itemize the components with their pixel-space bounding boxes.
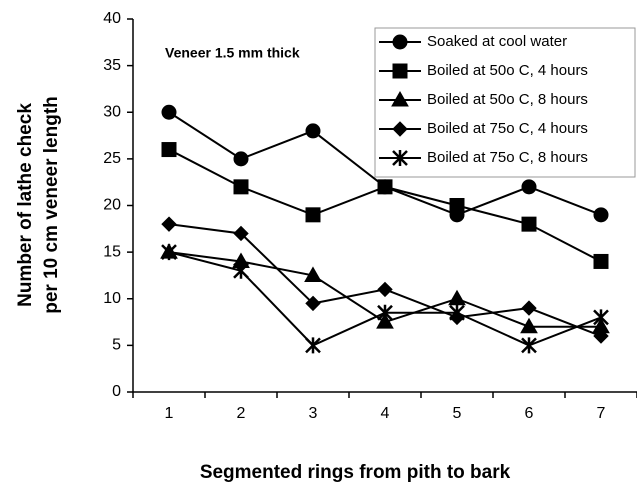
x-axis-label: Segmented rings from pith to bark — [200, 462, 511, 483]
y-tick-label: 35 — [103, 57, 121, 74]
legend-item: Soaked at cool water — [379, 33, 567, 50]
legend-label: Boiled at 75o C, 8 hours — [427, 149, 588, 166]
legend-label: Boiled at 75o C, 4 hours — [427, 120, 588, 137]
marker — [161, 244, 177, 261]
y-tick-label: 40 — [103, 10, 121, 27]
marker — [161, 104, 177, 120]
y-tick-label: 25 — [103, 150, 121, 167]
marker — [593, 207, 609, 223]
marker — [161, 216, 177, 232]
marker — [161, 142, 177, 158]
x-tick-label: 4 — [381, 405, 390, 422]
marker — [521, 216, 537, 232]
legend-item: Boiled at 75o C, 8 hours — [379, 149, 588, 166]
marker — [377, 179, 393, 195]
marker — [377, 281, 393, 298]
marker — [392, 121, 408, 137]
marker — [233, 151, 249, 167]
y-tick-label: 30 — [103, 103, 121, 120]
marker — [305, 295, 321, 312]
marker — [521, 300, 537, 316]
x-tick-label: 1 — [165, 405, 174, 422]
marker — [305, 123, 321, 139]
series — [161, 244, 609, 354]
x-tick-label: 5 — [453, 405, 462, 422]
legend-item: Boiled at 75o C, 4 hours — [379, 120, 588, 137]
legend-box — [374, 27, 636, 178]
marker — [593, 253, 609, 269]
marker — [521, 337, 537, 354]
y-axis-label-line: per 10 cm veneer length — [41, 96, 62, 314]
legend-item: Boiled at 50o C, 8 hours — [379, 91, 588, 108]
x-tick-label: 3 — [309, 405, 318, 422]
marker — [376, 313, 394, 329]
y-axis-label-line: Number of lathe check — [15, 103, 36, 307]
marker — [392, 34, 408, 50]
marker — [233, 179, 249, 195]
marker — [305, 207, 321, 223]
x-tick-label: 6 — [525, 405, 534, 422]
marker — [521, 179, 537, 195]
annotation: Veneer 1.5 mm thick — [165, 45, 300, 61]
series — [161, 142, 609, 269]
y-tick-label: 20 — [103, 197, 121, 214]
legend-label: Soaked at cool water — [427, 33, 567, 50]
legend-item: Boiled at 50o C, 4 hours — [379, 62, 588, 79]
marker — [593, 328, 609, 344]
x-tick-label: 7 — [597, 405, 606, 422]
marker — [233, 262, 249, 279]
x-tick-label: 2 — [237, 405, 246, 422]
legend-label: Boiled at 50o C, 4 hours — [427, 62, 588, 79]
marker — [593, 309, 609, 326]
marker — [233, 225, 249, 242]
marker — [377, 304, 393, 321]
y-tick-label: 0 — [112, 383, 121, 400]
y-tick-label: 5 — [112, 337, 121, 354]
marker — [391, 90, 409, 107]
marker — [392, 150, 408, 166]
y-tick-label: 15 — [103, 243, 121, 260]
marker — [449, 304, 465, 321]
marker — [305, 337, 321, 354]
marker — [304, 266, 322, 282]
legend-label: Boiled at 50o C, 8 hours — [427, 91, 588, 108]
y-axis-label: Number of lathe check per 10 cm veneer l… — [15, 96, 62, 314]
marker — [520, 317, 538, 334]
marker — [449, 198, 465, 213]
marker — [448, 289, 466, 306]
marker — [392, 63, 408, 79]
y-tick-label: 10 — [103, 290, 121, 307]
